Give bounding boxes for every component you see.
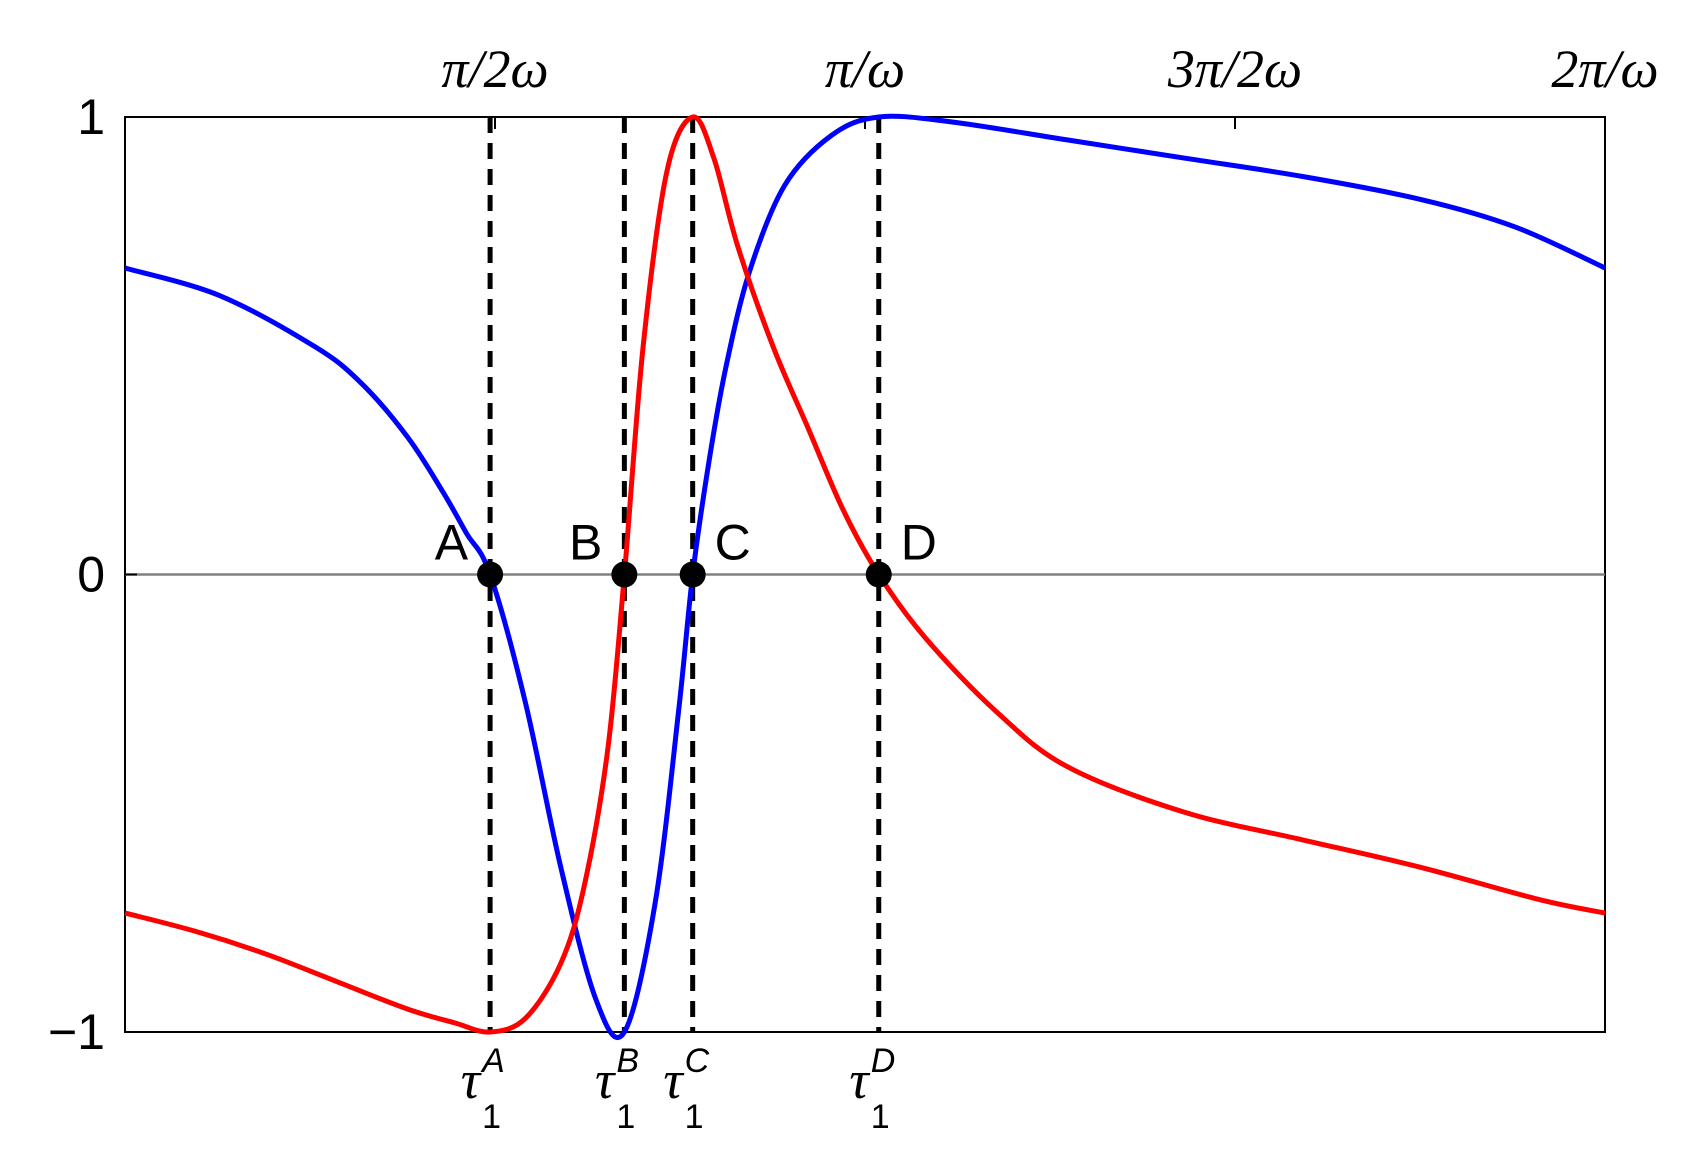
tau-label-subscript: 1 [616, 1098, 635, 1136]
tau-label-base: τ [595, 1050, 616, 1110]
tau-label-superscript: D [871, 1042, 896, 1080]
series-line-red [124, 114, 1606, 1035]
point-label-a: A [435, 515, 469, 571]
tau-label: τ A 1 [461, 1042, 505, 1136]
y-tick-label: 1 [77, 89, 105, 145]
x-top-tick-label: 3π/2ω [1167, 39, 1302, 99]
tau-label-superscript: A [480, 1042, 505, 1080]
tau-label-base: τ [849, 1050, 870, 1110]
x-top-tick-label: π/2ω [441, 39, 548, 99]
tau-label: τ D 1 [849, 1042, 895, 1136]
series-line-blue [124, 113, 1607, 1041]
tau-label-superscript: B [616, 1042, 639, 1080]
point-d [865, 561, 892, 588]
tau-label: τ B 1 [595, 1042, 639, 1136]
x-top-tick-label: 2π/ω [1551, 39, 1658, 99]
point-label-b: B [569, 515, 602, 571]
point-a [477, 561, 504, 588]
tau-label-superscript: C [685, 1042, 710, 1080]
x-top-tick-label: π/ω [825, 39, 905, 99]
point-label-d: D [901, 515, 937, 571]
y-tick-label: 0 [77, 547, 105, 603]
y-tick-label: −1 [48, 1004, 105, 1060]
tau-label-subscript: 1 [685, 1098, 704, 1136]
tau-label-base: τ [663, 1050, 684, 1110]
point-b [611, 561, 638, 588]
tau-label-base: τ [461, 1050, 482, 1110]
point-c [679, 561, 706, 588]
tau-label: τ C 1 [663, 1042, 709, 1136]
tau-label-subscript: 1 [482, 1098, 501, 1136]
tau-label-subscript: 1 [871, 1098, 890, 1136]
point-label-c: C [715, 515, 751, 571]
